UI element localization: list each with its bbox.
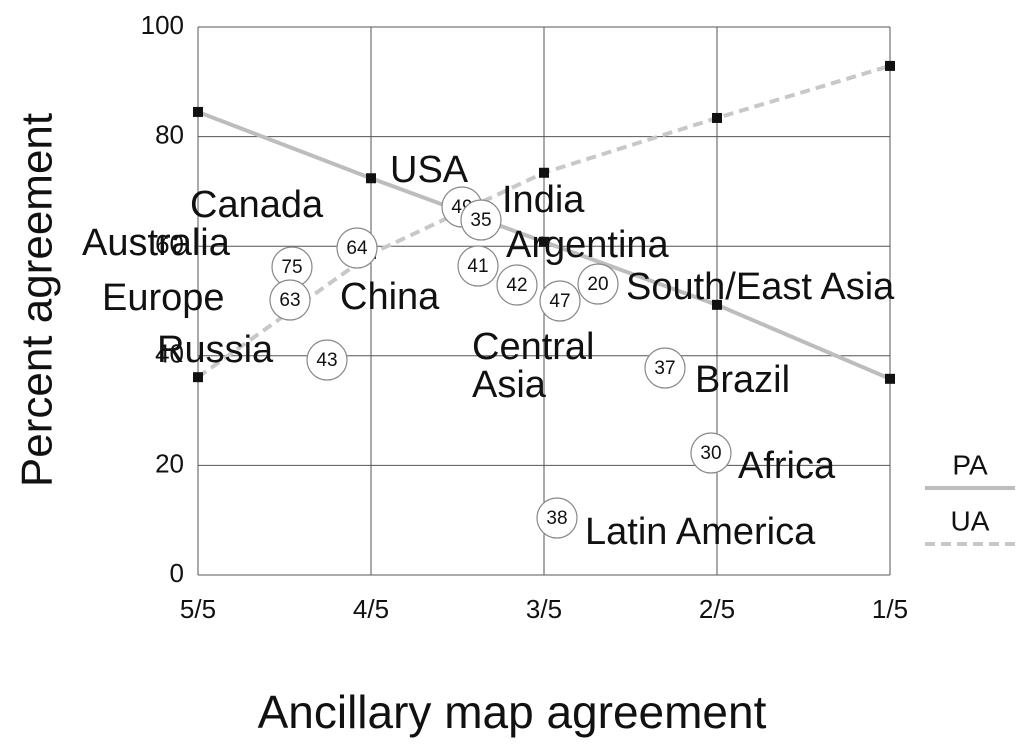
region-label: Latin America xyxy=(585,511,816,553)
data-point xyxy=(712,299,722,310)
region-label: Australia xyxy=(82,222,230,264)
y-tick-label: 100 xyxy=(141,10,184,40)
data-point xyxy=(885,373,895,384)
count-label: 47 xyxy=(549,291,570,312)
data-point xyxy=(193,106,203,117)
region-label: Central Asia xyxy=(472,326,595,406)
y-tick-label: 60 xyxy=(155,229,184,259)
legend-label: UA xyxy=(951,505,990,536)
count-label: 30 xyxy=(700,443,721,464)
region-label: South/East Asia xyxy=(626,266,895,308)
count-circle xyxy=(336,227,378,269)
x-tick-label: 1/5 xyxy=(872,594,908,624)
count-label: 75 xyxy=(281,257,302,278)
region-label: Russia xyxy=(157,329,274,371)
count-circle xyxy=(460,199,502,241)
count-circle xyxy=(306,339,348,381)
count-label: 64 xyxy=(346,238,368,259)
count-label: 37 xyxy=(654,358,675,379)
x-tick-label: 4/5 xyxy=(353,594,389,624)
count-label: 63 xyxy=(279,290,300,311)
count-circle xyxy=(577,263,619,305)
count-label: 42 xyxy=(506,275,527,296)
y-axis-title: Percent agreement xyxy=(13,113,62,487)
data-point xyxy=(885,60,895,71)
data-point xyxy=(366,173,376,184)
region-label: Argentina xyxy=(506,224,669,266)
region-label: USA xyxy=(390,149,469,191)
count-circle xyxy=(269,279,311,321)
y-tick-label: 0 xyxy=(170,558,184,588)
x-tick-label: 3/5 xyxy=(526,594,562,624)
data-point xyxy=(712,112,722,123)
count-label: 43 xyxy=(316,350,337,371)
region-label: Africa xyxy=(738,445,836,487)
region-label: Europe xyxy=(102,277,225,319)
count-circle xyxy=(539,280,581,322)
region-label: Brazil xyxy=(695,359,791,401)
count-label: 38 xyxy=(546,508,567,529)
x-axis-title: Ancillary map agreement xyxy=(258,686,767,738)
region-label: Canada xyxy=(190,184,324,226)
count-circle xyxy=(536,497,578,539)
region-label: China xyxy=(340,276,440,318)
count-label: 20 xyxy=(587,274,608,295)
count-label: 41 xyxy=(467,256,488,277)
y-tick-label: 80 xyxy=(155,119,184,149)
legend-label: PA xyxy=(952,449,988,480)
count-circle xyxy=(644,347,686,389)
count-circle xyxy=(496,264,538,306)
count-circle xyxy=(690,432,732,474)
y-tick-label: 20 xyxy=(155,448,184,478)
count-label: 35 xyxy=(470,210,491,231)
data-point xyxy=(539,236,549,247)
count-circle xyxy=(457,245,499,287)
x-tick-label: 5/5 xyxy=(180,594,216,624)
x-tick-label: 2/5 xyxy=(699,594,735,624)
y-tick-label: 40 xyxy=(155,339,184,369)
data-point xyxy=(193,372,203,383)
data-point xyxy=(539,167,549,178)
region-label: India xyxy=(502,179,585,221)
